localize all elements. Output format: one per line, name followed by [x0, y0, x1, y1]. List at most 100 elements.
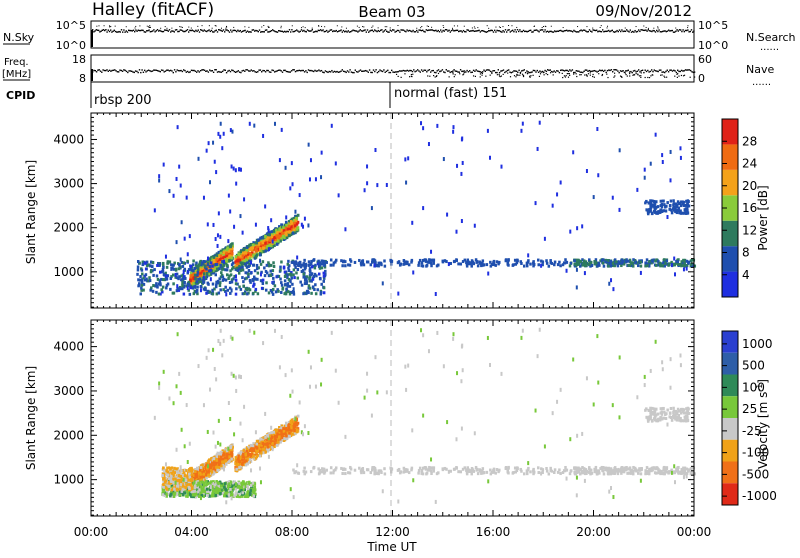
- data-cell: [268, 247, 270, 251]
- data-cell: [220, 122, 222, 126]
- nsky-point: [246, 31, 247, 32]
- freq-point: [344, 71, 345, 72]
- freq-point: [535, 71, 536, 72]
- data-cell: [370, 263, 373, 266]
- data-cell: [240, 168, 242, 172]
- data-cell: [155, 291, 158, 294]
- data-cell: [211, 289, 214, 292]
- freq-point: [534, 70, 535, 71]
- freq-point: [204, 70, 205, 71]
- freq-point: [325, 70, 326, 71]
- data-cell: [210, 277, 212, 281]
- data-cell: [158, 293, 161, 296]
- data-cell: [545, 259, 548, 262]
- nave-point: [649, 77, 650, 78]
- data-cell: [364, 188, 366, 192]
- freq-point: [517, 72, 518, 73]
- data-cell: [374, 263, 376, 267]
- data-cell: [218, 267, 221, 270]
- data-cell: [138, 284, 141, 287]
- nsearch-point: [431, 27, 432, 28]
- freq-point: [305, 70, 306, 71]
- freq-point: [398, 71, 399, 72]
- nsky-point: [394, 31, 395, 32]
- nsky-point: [636, 31, 637, 32]
- data-cell: [296, 217, 299, 220]
- nsky-point: [687, 29, 688, 30]
- data-cell: [464, 259, 467, 262]
- freq-point: [659, 69, 660, 70]
- nave-point: [564, 75, 565, 76]
- freq-point: [243, 70, 244, 71]
- data-cell: [410, 261, 413, 264]
- data-cell: [238, 167, 240, 171]
- nave-point: [510, 76, 511, 77]
- data-cell: [165, 255, 167, 259]
- freq-point: [326, 71, 327, 72]
- freq-tick-bottom: 8: [79, 72, 86, 85]
- data-cell: [256, 267, 259, 270]
- nsky-point: [332, 31, 333, 32]
- freq-point: [439, 71, 440, 72]
- nsky-point: [376, 31, 377, 32]
- data-cell: [186, 260, 189, 263]
- freq-point: [136, 71, 137, 72]
- freq-point: [222, 71, 223, 72]
- data-cell: [187, 283, 190, 286]
- data-cell: [280, 260, 283, 263]
- data-cell: [180, 257, 182, 261]
- nsky-point: [186, 30, 187, 31]
- freq-point: [443, 71, 444, 72]
- data-cell: [537, 147, 539, 151]
- nsky-point: [453, 30, 454, 31]
- data-cell: [256, 246, 259, 249]
- nsky-point: [612, 30, 613, 31]
- freq-point: [386, 71, 387, 72]
- data-cell: [242, 231, 244, 235]
- nave-point: [498, 74, 499, 75]
- data-cell: [314, 273, 317, 276]
- data-cell: [497, 262, 500, 265]
- nave-point: [677, 77, 678, 78]
- nsky-point: [372, 30, 373, 31]
- nsky-point: [441, 31, 442, 32]
- nsearch-point: [516, 27, 517, 28]
- data-cell: [310, 262, 313, 265]
- nsky-point: [182, 30, 183, 31]
- nsky-point: [92, 29, 93, 30]
- data-cell: [206, 272, 209, 275]
- freq-point: [248, 70, 249, 71]
- nsky-point: [562, 31, 563, 32]
- nave-point: [607, 77, 608, 78]
- data-cell: [475, 258, 478, 261]
- freq-point: [102, 69, 103, 70]
- nsearch-point: [318, 26, 319, 27]
- nsky-point: [214, 30, 215, 31]
- freq-point: [420, 71, 421, 72]
- data-cell: [657, 211, 660, 214]
- freq-point: [240, 72, 241, 73]
- freq-point: [162, 70, 163, 71]
- data-cell: [663, 203, 666, 206]
- freq-point: [286, 71, 287, 72]
- nsky-point: [524, 31, 525, 32]
- freq-point: [292, 69, 293, 70]
- data-cell: [183, 281, 186, 284]
- freq-point: [518, 70, 519, 71]
- data-cell: [285, 166, 287, 170]
- freq-point: [505, 71, 506, 72]
- data-cell: [294, 224, 297, 227]
- nsky-point: [662, 31, 663, 32]
- data-cell: [201, 261, 204, 264]
- nsky-point: [164, 29, 165, 30]
- data-cell: [141, 273, 144, 276]
- nsearch-point: [179, 26, 180, 27]
- nsky-label: N.Sky: [3, 31, 35, 44]
- nsearch-point: [443, 25, 444, 26]
- data-cell: [220, 254, 223, 257]
- freq-point: [156, 70, 157, 71]
- freq-point: [672, 70, 673, 71]
- nsky-point: [364, 29, 365, 30]
- data-cell: [165, 286, 168, 289]
- nsky-point: [486, 31, 487, 32]
